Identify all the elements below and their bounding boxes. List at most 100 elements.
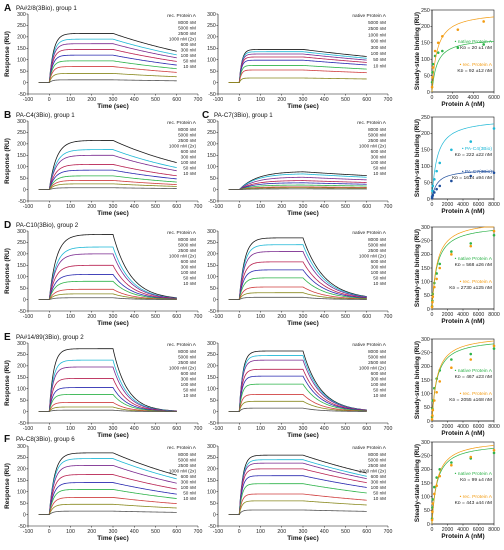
F-rec-conc-label-1: 5000 nM (178, 458, 196, 463)
F-nat-xtick-label-1: 0 (238, 529, 241, 535)
C-rec-xtick-label-1: 0 (238, 204, 241, 210)
F-ss-kd-0: Kᴅ = 99 ±4 nM (460, 477, 492, 483)
C-rec-xlabel: Time (sec) (287, 210, 319, 217)
F-rec-conc-label-8: 10 nM (183, 496, 196, 501)
C-rec-xtick-label-0: -100 (213, 204, 223, 210)
B-rec-conc-label-4: 600 nM (181, 149, 196, 154)
chart-F-rec: -50 0 50 100 150 200 250 300 -100 0 100 200 300 400 50… (4, 444, 202, 542)
D-ss-legend-0: • native Protein A (455, 256, 493, 262)
A-ss-xtick-label-3: 6000 (488, 95, 500, 101)
C-rec-series-3 (228, 180, 367, 190)
E-rec-ytick-label-0: -50 (18, 421, 26, 427)
F-rec-xtick-label-6: 500 (151, 529, 160, 535)
B-rec-ytick-label-1: 0 (23, 187, 26, 193)
D-ss-fit-1 (431, 226, 494, 310)
A-nat-xtick-label-8: 700 (384, 97, 393, 103)
E-nat-series-8 (228, 407, 367, 412)
D-nat-series-2 (228, 251, 367, 300)
F-nat-conc-label-3: 1000 nM (2x) (359, 469, 387, 474)
E-rec-conc-label-1: 5000 nM (178, 355, 196, 360)
F-ss-ylabel: Steady-state binding (RU) (414, 444, 421, 522)
D-ss-point-0-8 (492, 233, 496, 237)
E-nat-xtick-label-0: -100 (213, 426, 223, 432)
F-rec-ytick-label-5: 200 (17, 467, 26, 473)
C-rec-xtick-label-3: 200 (277, 204, 286, 210)
F-rec-xlabel: Time (sec) (97, 535, 129, 542)
C-rec-xtick-label-7: 600 (362, 204, 371, 210)
D-ss-xtick-label-4: 8000 (488, 312, 500, 318)
D-nat-xtick-label-4: 300 (299, 314, 308, 320)
D-rec-xtick-label-0: -100 (23, 314, 33, 320)
E-rec-series-8 (38, 409, 177, 412)
BC-ss-point-1-3 (433, 191, 436, 194)
A-nat-series-6 (228, 69, 367, 83)
F-nat-xtick-label-7: 600 (362, 529, 371, 535)
E-ss-point-1-0 (430, 418, 434, 421)
A-ss-point-1-2 (431, 66, 435, 69)
A-rec-ytick-label-7: 300 (17, 12, 26, 18)
D-rec-series-0 (38, 234, 177, 300)
E-rec-xtick-label-2: 100 (66, 426, 75, 432)
B-rec-ytick-label-4: 150 (17, 153, 26, 159)
A-nat-series-2 (228, 53, 367, 83)
E-nat-xtick-label-3: 200 (277, 426, 286, 432)
F-nat-xtick-label-3: 200 (277, 529, 286, 535)
D-nat-conc-label-4: 600 nM (371, 259, 386, 264)
A-rec-conc-label-1: 5000 nM (178, 26, 196, 31)
E-rec-ytick-label-5: 200 (17, 364, 26, 370)
B-rec-ytick-label-5: 200 (17, 142, 26, 148)
B-rec-xtick-label-3: 200 (87, 204, 96, 210)
F-ss-point-0-8 (492, 451, 496, 455)
D-nat-xtick-label-3: 200 (277, 314, 286, 320)
E-ss-point-1-4 (435, 391, 438, 394)
B-rec-conc-label-8: 10 nM (183, 171, 196, 176)
A-rec-xtick-label-4: 300 (109, 97, 118, 103)
C-rec-series-5 (228, 184, 367, 190)
F-rec-series-5 (38, 489, 177, 515)
E-ss-kd-1: Kᴅ = 2055 ±168 nM (449, 397, 492, 403)
A-rec-series-3 (38, 49, 177, 83)
F-rec-conc-label-2: 2500 nM (178, 463, 196, 468)
A-rec-series-1 (38, 38, 177, 83)
D-rec-xtick-label-8: 700 (194, 314, 203, 320)
E-ss-point-1-2 (431, 408, 435, 412)
F-ss-xtick-label-1: 2000 (442, 527, 454, 533)
E-rec-conc-label-0: 8000 nM (178, 349, 196, 354)
D-nat-conc-label-6: 100 nM (371, 270, 386, 275)
A-ss-ytick-label-0: 0 (427, 90, 430, 96)
D-rec-ytick-label-1: 0 (23, 297, 26, 303)
D-rec-series-5 (38, 280, 177, 300)
chart-E-ss: 0 50 100 150 200 250 300 0 2000 4000 6000 8000 Prote… (414, 337, 500, 437)
A-nat-conc-label-1: 2500 nM (368, 26, 386, 31)
F-nat-series-6 (228, 493, 367, 515)
F-nat-ytick-label-1: 0 (213, 512, 216, 518)
E-nat-conc-label-3: 1000 nM (2x) (359, 366, 387, 371)
C-rec-ytick-label-5: 200 (207, 142, 216, 148)
E-nat-conc-label-0: 8000 nM (368, 349, 386, 354)
E-ss-point-1-7 (469, 358, 473, 361)
BC-ss-point-1-4 (435, 187, 438, 191)
E-ss-ytick-label-2: 100 (421, 391, 430, 397)
A-rec-xtick-label-1: 0 (48, 97, 51, 103)
A-ss-xtick-label-0: 0 (431, 95, 434, 101)
D-nat-xtick-label-0: -100 (213, 314, 223, 320)
D-rec-series-3 (38, 264, 177, 300)
C-rec-ytick-label-3: 100 (207, 165, 216, 171)
F-ss-fit-1 (431, 445, 495, 525)
A-nat-xtick-label-1: 0 (238, 97, 241, 103)
E-nat-ytick-label-2: 50 (210, 398, 216, 404)
F-rec-ytick-label-7: 300 (17, 444, 26, 450)
chart-B-rec: -50 0 50 100 150 200 250 300 -100 0 100 200 300 400 50… (4, 119, 202, 217)
F-nat-conc-label-6: 100 nM (371, 485, 386, 490)
F-rec-ytick-label-6: 250 (17, 455, 26, 461)
D-rec-conc-label-1: 5000 nM (178, 243, 196, 248)
E-nat-series-4 (228, 375, 367, 412)
E-ss-legend-1: • rec. Protein A (460, 391, 493, 397)
F-rec-ytick-label-0: -50 (18, 524, 26, 530)
BC-ss-point-1-2 (431, 193, 435, 197)
D-nat-ytick-label-6: 250 (207, 240, 216, 246)
BC-ss-point-1-5 (438, 184, 442, 188)
E-nat-series-3 (228, 368, 367, 412)
B-rec-series-8 (38, 187, 177, 190)
F-rec-series-4 (38, 482, 177, 515)
